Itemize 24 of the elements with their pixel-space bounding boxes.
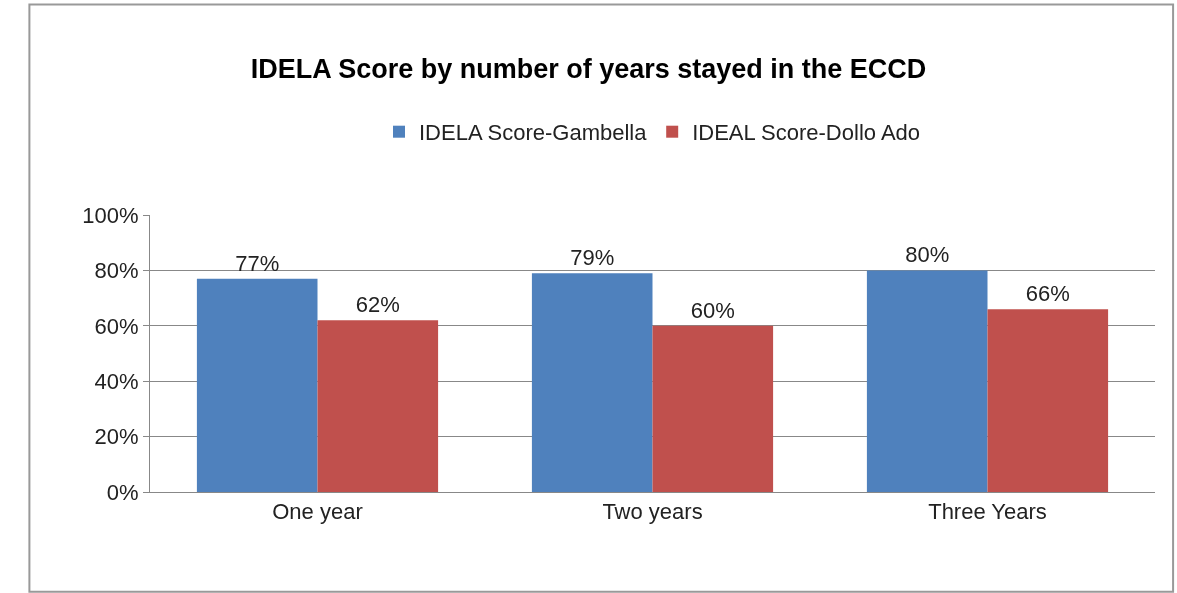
data-label: 62% xyxy=(355,292,400,318)
bar xyxy=(652,325,774,492)
data-label: 79% xyxy=(570,245,615,271)
y-tick-label: 100% xyxy=(82,202,139,228)
y-tick-label: 60% xyxy=(94,313,139,339)
x-tick-label: Two years xyxy=(602,499,703,525)
data-label: 77% xyxy=(235,250,280,276)
legend-label: IDELA Score-Gambella xyxy=(419,120,648,146)
data-label: 80% xyxy=(905,242,950,268)
y-tick-label: 20% xyxy=(94,424,139,450)
bar xyxy=(531,273,653,492)
bar xyxy=(196,278,318,492)
bar xyxy=(866,270,988,492)
legend-label: IDEAL Score-Dollo Ado xyxy=(692,120,921,146)
y-tick-label: 0% xyxy=(106,479,139,505)
bar xyxy=(317,320,439,492)
x-tick-label: Three Years xyxy=(928,499,1047,525)
data-label: 66% xyxy=(1025,281,1070,307)
chart-title: IDELA Score by number of years stayed in the ECCD xyxy=(250,53,927,84)
x-tick-label: One year xyxy=(272,499,363,525)
y-tick-label: 40% xyxy=(94,368,139,394)
y-tick-label: 80% xyxy=(94,258,139,284)
bar xyxy=(987,309,1109,492)
data-label: 60% xyxy=(690,297,735,323)
